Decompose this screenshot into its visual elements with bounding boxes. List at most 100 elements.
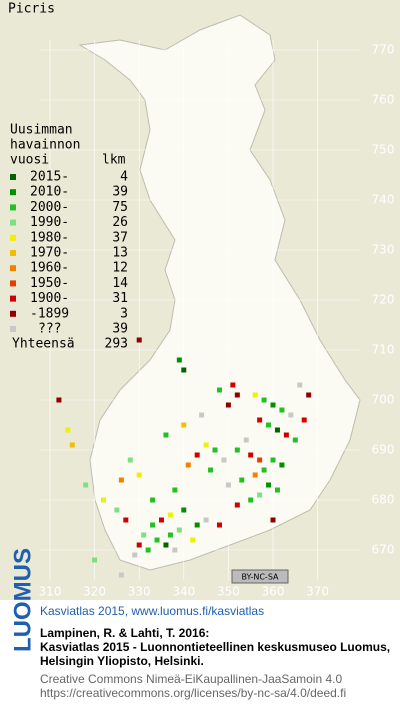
legend-count: 39 xyxy=(112,185,128,200)
legend-count: 75 xyxy=(112,200,128,215)
record-square xyxy=(216,522,222,528)
y-tick-label: 670 xyxy=(372,543,395,557)
record-square xyxy=(118,477,124,483)
grid: 310 320 330 340 350 360 370 770 760 750 740 730 720 7… xyxy=(39,40,395,599)
record-square xyxy=(136,542,142,548)
record-square xyxy=(252,472,258,478)
record-square xyxy=(185,462,191,468)
legend-swatch xyxy=(10,326,16,332)
record-square xyxy=(270,517,276,523)
footer-background xyxy=(0,600,400,702)
legend-swatch xyxy=(10,295,16,302)
y-tick-label: 760 xyxy=(372,93,395,107)
legend-swatch xyxy=(10,234,16,241)
record-square xyxy=(234,502,240,508)
legend-count-header: lkm xyxy=(102,153,126,168)
record-square xyxy=(92,557,98,563)
record-square xyxy=(252,392,258,398)
cc-badge xyxy=(231,569,289,584)
finland-outline xyxy=(78,14,361,571)
y-tick-label: 740 xyxy=(372,193,395,207)
legend-label: 1960- xyxy=(30,261,69,276)
record-square xyxy=(208,467,214,473)
record-square xyxy=(248,452,254,458)
legend-swatch xyxy=(10,250,16,256)
record-square xyxy=(172,547,178,553)
record-square xyxy=(181,507,187,513)
legend-swatch xyxy=(10,219,16,226)
record-square xyxy=(194,452,200,458)
legend-total: 293 xyxy=(105,337,128,352)
legend-swatch xyxy=(10,204,16,211)
record-square xyxy=(257,457,263,463)
record-square xyxy=(261,397,267,403)
record-square xyxy=(194,522,200,528)
legend-label: 1990- xyxy=(30,215,69,230)
record-square xyxy=(270,402,276,408)
record-square xyxy=(283,432,289,438)
record-square xyxy=(266,422,272,428)
record-square xyxy=(123,517,129,523)
record-square xyxy=(248,497,254,503)
record-square xyxy=(167,512,173,518)
record-square xyxy=(65,427,71,433)
record-square xyxy=(239,477,245,483)
record-square xyxy=(274,487,280,493)
record-square xyxy=(279,407,285,413)
citation: Kasviatlas 2015 - Luonnontieteellinen ke… xyxy=(40,640,390,654)
record-square xyxy=(145,547,151,553)
record-square xyxy=(132,552,138,558)
record-square xyxy=(118,572,124,578)
legend-label: 1980- xyxy=(30,230,69,245)
license: https://creativecommons.org/licenses/by-… xyxy=(40,686,346,700)
record-square xyxy=(212,447,218,453)
y-tick-label: 730 xyxy=(372,243,395,257)
record-square xyxy=(216,387,222,393)
record-square xyxy=(234,392,240,398)
citation: Lampinen, R. & Lahti, T. 2016: xyxy=(40,626,209,640)
license: Creative Commons Nimeä-EiKaupallinen-Jaa… xyxy=(40,672,342,686)
legend-label: 1950- xyxy=(30,276,69,291)
legend-header: vuosi xyxy=(10,153,49,168)
legend-label: 2015- xyxy=(30,170,69,185)
legend-count: 31 xyxy=(112,291,128,306)
record-square xyxy=(225,482,231,488)
y-tick-label: 710 xyxy=(372,343,395,357)
legend-total-label: Yhteensä xyxy=(12,337,75,352)
legend-count: 26 xyxy=(112,215,128,230)
legend-swatch xyxy=(10,310,16,317)
legend-label: 1900- xyxy=(30,291,69,306)
record-square xyxy=(136,337,142,343)
legend-count: 14 xyxy=(112,276,128,291)
record-square xyxy=(221,457,227,463)
record-square xyxy=(203,517,209,523)
y-tick-label: 750 xyxy=(372,143,395,157)
legend-label: 2000- xyxy=(30,200,69,215)
record-square xyxy=(270,457,276,463)
record-square xyxy=(234,447,240,453)
record-square xyxy=(163,542,169,548)
record-square xyxy=(101,497,107,503)
record-square xyxy=(69,442,75,448)
record-square xyxy=(266,482,272,488)
logo: LUOMUS xyxy=(9,548,36,652)
legend-count: 13 xyxy=(112,246,128,261)
record-square xyxy=(159,517,164,523)
record-square xyxy=(301,417,307,423)
x-tick-label: 330 xyxy=(128,585,151,599)
record-square xyxy=(292,437,298,443)
x-tick-label: 340 xyxy=(172,585,195,599)
legend-count: 39 xyxy=(112,322,128,337)
record-square xyxy=(181,422,187,428)
record-square xyxy=(150,522,156,528)
record-square xyxy=(279,462,285,468)
legend-count: 12 xyxy=(112,261,128,276)
x-tick-label: 350 xyxy=(217,585,240,599)
y-tick-label: 720 xyxy=(372,293,395,307)
record-square xyxy=(176,357,182,363)
legend-count: 3 xyxy=(120,306,128,321)
record-square xyxy=(274,427,280,433)
legend-header: Uusimman xyxy=(10,123,73,138)
record-square xyxy=(167,532,173,538)
record-square xyxy=(243,437,249,443)
